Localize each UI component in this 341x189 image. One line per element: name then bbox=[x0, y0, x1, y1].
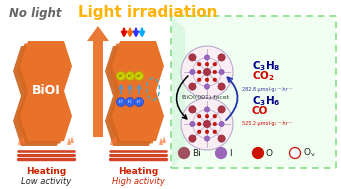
Text: h⁺: h⁺ bbox=[136, 100, 142, 104]
Circle shape bbox=[197, 130, 201, 134]
Circle shape bbox=[181, 98, 233, 150]
Circle shape bbox=[189, 106, 196, 113]
Text: 525.2 μmol·g₁⁻¹·hr⁻¹: 525.2 μmol·g₁⁻¹·hr⁻¹ bbox=[242, 121, 292, 125]
Text: No light: No light bbox=[9, 7, 61, 20]
Text: Bi: Bi bbox=[192, 149, 201, 157]
Polygon shape bbox=[110, 137, 114, 145]
Polygon shape bbox=[159, 137, 163, 145]
Polygon shape bbox=[20, 41, 72, 141]
Circle shape bbox=[203, 68, 211, 76]
Circle shape bbox=[205, 130, 209, 134]
Text: 282.8 μmol·g₁⁻¹·hr⁻¹: 282.8 μmol·g₁⁻¹·hr⁻¹ bbox=[242, 87, 292, 91]
Circle shape bbox=[197, 114, 201, 118]
Circle shape bbox=[213, 114, 217, 118]
Text: e⁻: e⁻ bbox=[119, 74, 123, 78]
Circle shape bbox=[219, 69, 224, 75]
Circle shape bbox=[204, 55, 210, 60]
Circle shape bbox=[219, 121, 224, 127]
Circle shape bbox=[290, 147, 300, 159]
Text: BiOI: BiOI bbox=[32, 84, 60, 98]
Circle shape bbox=[218, 54, 225, 61]
Text: BiOI(001) facet: BiOI(001) facet bbox=[182, 95, 229, 101]
Text: h⁺: h⁺ bbox=[119, 100, 123, 104]
Circle shape bbox=[213, 122, 217, 126]
Circle shape bbox=[134, 71, 144, 81]
Polygon shape bbox=[13, 46, 65, 146]
Polygon shape bbox=[21, 136, 25, 143]
Polygon shape bbox=[108, 43, 161, 143]
Circle shape bbox=[190, 121, 195, 127]
Circle shape bbox=[197, 70, 201, 74]
Polygon shape bbox=[18, 137, 22, 145]
Text: Light irradiation: Light irradiation bbox=[78, 5, 218, 20]
Text: $\mathbf{C_3H_6}$: $\mathbf{C_3H_6}$ bbox=[252, 94, 281, 108]
Polygon shape bbox=[67, 137, 71, 145]
Text: I: I bbox=[229, 149, 232, 157]
Polygon shape bbox=[113, 136, 117, 143]
Text: e⁻: e⁻ bbox=[136, 74, 142, 78]
Circle shape bbox=[197, 78, 201, 82]
Polygon shape bbox=[105, 46, 157, 146]
Circle shape bbox=[197, 122, 201, 126]
Circle shape bbox=[218, 106, 225, 113]
Text: $\mathbf{C_3H_8}$: $\mathbf{C_3H_8}$ bbox=[252, 59, 281, 73]
FancyBboxPatch shape bbox=[171, 16, 336, 168]
Circle shape bbox=[205, 78, 209, 82]
Text: h⁺: h⁺ bbox=[128, 100, 133, 104]
Circle shape bbox=[204, 136, 210, 141]
Circle shape bbox=[252, 147, 264, 159]
Circle shape bbox=[204, 84, 210, 89]
Polygon shape bbox=[172, 17, 185, 167]
Circle shape bbox=[203, 120, 211, 128]
Circle shape bbox=[213, 62, 217, 66]
Polygon shape bbox=[87, 26, 109, 41]
Text: Heating: Heating bbox=[26, 167, 66, 176]
Text: High activity: High activity bbox=[112, 177, 164, 185]
Circle shape bbox=[189, 54, 196, 61]
Circle shape bbox=[218, 83, 225, 90]
Text: Heating: Heating bbox=[118, 167, 158, 176]
Circle shape bbox=[213, 70, 217, 74]
Text: e⁻: e⁻ bbox=[128, 74, 133, 78]
Polygon shape bbox=[70, 136, 74, 143]
Polygon shape bbox=[93, 41, 103, 137]
Circle shape bbox=[125, 71, 134, 81]
Circle shape bbox=[205, 62, 209, 66]
Circle shape bbox=[125, 98, 134, 106]
Circle shape bbox=[218, 135, 225, 142]
Text: $\mathbf{CO_2}$: $\mathbf{CO_2}$ bbox=[252, 69, 275, 83]
Circle shape bbox=[178, 147, 190, 159]
Circle shape bbox=[213, 78, 217, 82]
Polygon shape bbox=[162, 136, 166, 143]
Circle shape bbox=[189, 83, 196, 90]
Circle shape bbox=[117, 98, 125, 106]
Circle shape bbox=[189, 135, 196, 142]
Circle shape bbox=[190, 69, 195, 75]
Circle shape bbox=[181, 46, 233, 98]
Text: Low activity: Low activity bbox=[21, 177, 71, 185]
Circle shape bbox=[213, 130, 217, 134]
Circle shape bbox=[197, 62, 201, 66]
Circle shape bbox=[117, 71, 125, 81]
Text: $\mathdefault{O_v}$: $\mathdefault{O_v}$ bbox=[303, 147, 316, 159]
Text: O: O bbox=[266, 149, 273, 157]
Circle shape bbox=[216, 147, 226, 159]
Circle shape bbox=[205, 114, 209, 118]
Text: CO: CO bbox=[252, 106, 268, 116]
Polygon shape bbox=[16, 43, 69, 143]
Circle shape bbox=[134, 98, 144, 106]
Polygon shape bbox=[112, 41, 164, 141]
Circle shape bbox=[204, 107, 210, 112]
